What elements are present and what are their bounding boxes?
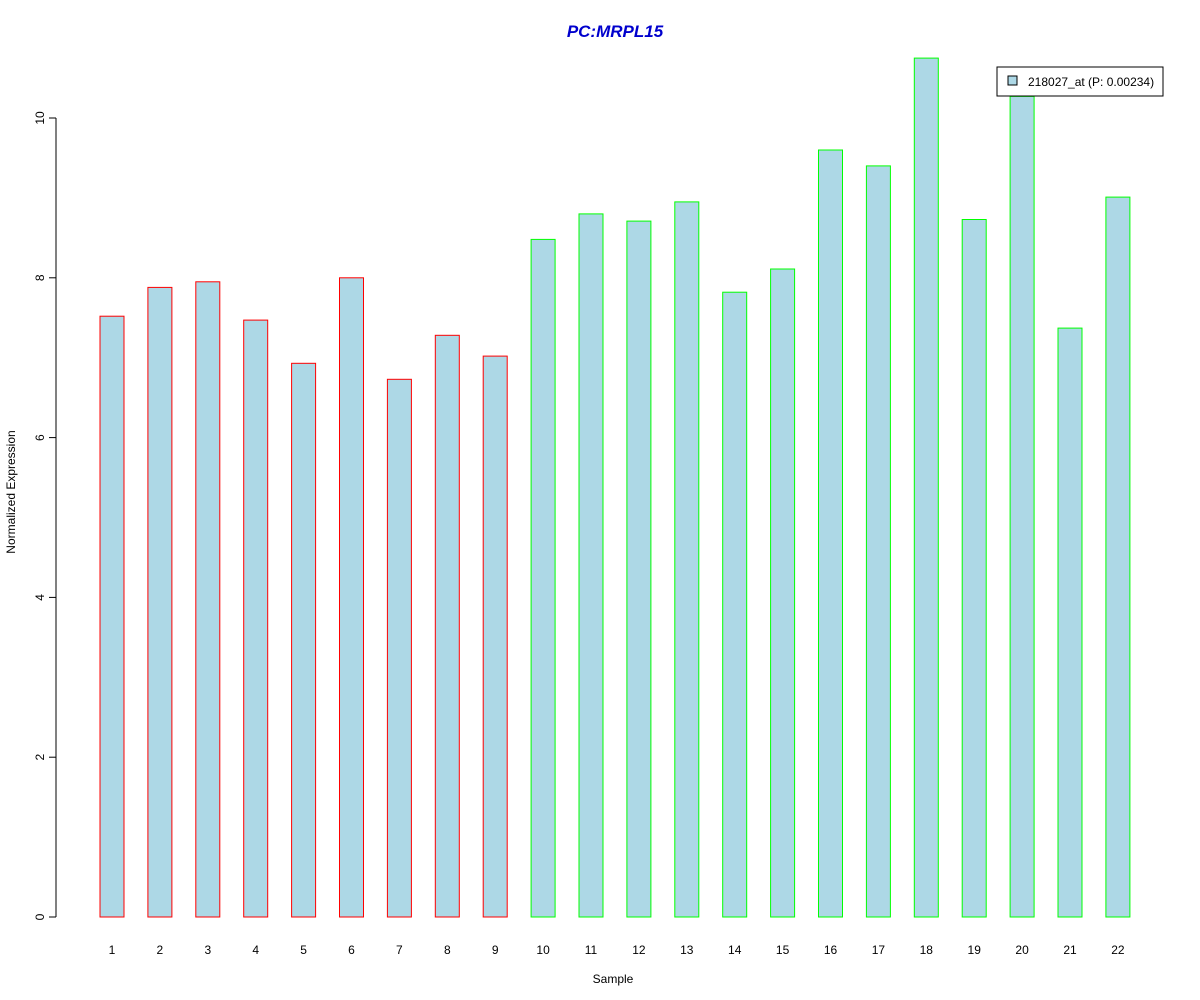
bar-sample-11 bbox=[578, 213, 604, 918]
bar-sample-16 bbox=[818, 149, 843, 918]
bar-sample-19 bbox=[961, 219, 987, 918]
legend-label: 218027_at (P: 0.00234) bbox=[1028, 75, 1154, 89]
x-tick-label: 8 bbox=[444, 943, 451, 957]
bar-sample-21 bbox=[1057, 327, 1083, 918]
y-tick-label: 8 bbox=[33, 274, 47, 281]
legend-box bbox=[996, 66, 1164, 97]
x-tick-label: 22 bbox=[1111, 943, 1125, 957]
bar-sample-22 bbox=[1105, 196, 1131, 918]
bar-sample-15 bbox=[770, 268, 796, 918]
x-tick-label: 1 bbox=[109, 943, 116, 957]
bar-sample-9 bbox=[482, 355, 508, 918]
x-tick-label: 9 bbox=[492, 943, 499, 957]
bar-sample-2 bbox=[147, 286, 173, 918]
bar-sample-1 bbox=[99, 315, 125, 918]
x-tick-label: 12 bbox=[632, 943, 646, 957]
x-tick-label: 15 bbox=[776, 943, 790, 957]
x-tick-label: 11 bbox=[585, 943, 598, 957]
bar-sample-6 bbox=[339, 277, 364, 918]
bars bbox=[99, 57, 1131, 918]
x-tick-label: 14 bbox=[728, 943, 742, 957]
x-tick-label: 13 bbox=[680, 943, 694, 957]
x-tick-label: 3 bbox=[204, 943, 211, 957]
legend-swatch bbox=[1007, 75, 1018, 86]
bar-sample-12 bbox=[626, 220, 652, 918]
bar-sample-10 bbox=[530, 238, 556, 918]
x-tick-label: 2 bbox=[157, 943, 164, 957]
x-tick-labels: 1 2 3 4 5 6 7 8 9 10 11 12 13 14 15 16 17 18 19 20 21 22 bbox=[109, 943, 1125, 957]
bar-sample-17 bbox=[865, 165, 891, 918]
chart-title: PC:MRPL15 bbox=[567, 22, 664, 41]
x-tick-label: 6 bbox=[348, 943, 355, 957]
bar-sample-4 bbox=[243, 319, 269, 918]
x-tick-label: 5 bbox=[300, 943, 307, 957]
x-tick-label: 4 bbox=[252, 943, 259, 957]
legend: 218027_at (P: 0.00234) bbox=[996, 66, 1164, 97]
y-tick-label: 0 bbox=[33, 913, 47, 920]
y-tick-label: 6 bbox=[33, 434, 47, 441]
bar-sample-7 bbox=[386, 378, 412, 918]
x-tick-label: 19 bbox=[968, 943, 982, 957]
bar-sample-8 bbox=[434, 334, 460, 918]
bar-sample-13 bbox=[674, 201, 700, 918]
y-axis-title: Normalized Expression bbox=[4, 430, 18, 553]
y-tick-label: 2 bbox=[33, 754, 47, 761]
x-tick-label: 10 bbox=[536, 943, 550, 957]
bar-sample-3 bbox=[195, 281, 221, 918]
x-axis-title: Sample bbox=[593, 972, 634, 986]
y-tick-label: 10 bbox=[33, 111, 47, 125]
x-tick-label: 20 bbox=[1015, 943, 1029, 957]
y-tick-label: 4 bbox=[33, 594, 47, 601]
x-tick-label: 7 bbox=[396, 943, 403, 957]
x-tick-label: 18 bbox=[920, 943, 934, 957]
x-tick-label: 16 bbox=[824, 943, 838, 957]
bar-sample-20 bbox=[1009, 95, 1035, 918]
bar-sample-14 bbox=[722, 291, 748, 918]
y-axis: 0 2 4 6 8 10 bbox=[33, 111, 57, 920]
x-tick-label: 17 bbox=[872, 943, 886, 957]
bar-sample-18 bbox=[913, 57, 939, 918]
x-tick-label: 21 bbox=[1063, 943, 1077, 957]
bar-sample-5 bbox=[291, 362, 317, 918]
